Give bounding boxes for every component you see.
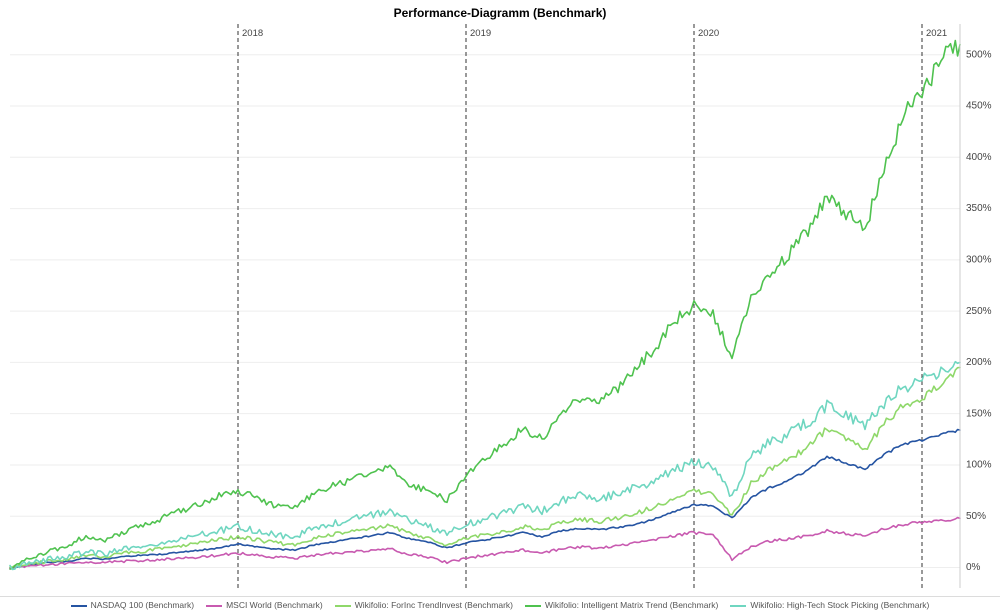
performance-chart: Performance-Diagramm (Benchmark) 0%50%10… [0, 0, 1000, 614]
series-line [10, 368, 960, 568]
x-year-label: 2018 [242, 28, 263, 39]
y-tick-label: 400% [966, 152, 992, 163]
y-tick-label: 150% [966, 408, 992, 419]
legend-swatch [525, 605, 541, 607]
legend-label: Wikifolio: ForInc TrendInvest (Benchmark… [355, 600, 513, 610]
series-line [10, 362, 960, 570]
legend-item: Wikifolio: ForInc TrendInvest (Benchmark… [335, 600, 513, 610]
y-tick-label: 250% [966, 306, 992, 317]
x-year-label: 2021 [926, 28, 947, 39]
legend-swatch [206, 605, 222, 607]
x-year-label: 2020 [698, 28, 719, 39]
y-tick-label: 300% [966, 254, 992, 265]
y-tick-label: 200% [966, 357, 992, 368]
legend-label: MSCI World (Benchmark) [226, 600, 323, 610]
y-tick-label: 50% [966, 511, 986, 522]
chart-legend: NASDAQ 100 (Benchmark) MSCI World (Benchm… [0, 596, 1000, 610]
legend-swatch [730, 605, 746, 607]
series-line [10, 41, 960, 570]
x-year-label: 2019 [470, 28, 491, 39]
chart-svg: 0% 50% 100% 150% 200% 250% 300% 350% 400% 450% 500… [0, 0, 1000, 614]
y-tick-label: 500% [966, 49, 992, 60]
legend-label: Wikifolio: Intelligent Matrix Trend (Ben… [545, 600, 718, 610]
y-tick-label: 0% [966, 562, 981, 573]
legend-label: NASDAQ 100 (Benchmark) [91, 600, 194, 610]
y-tick-label: 350% [966, 203, 992, 214]
series-line [10, 430, 960, 569]
legend-swatch [71, 605, 87, 607]
legend-item: Wikifolio: Intelligent Matrix Trend (Ben… [525, 600, 718, 610]
legend-item: MSCI World (Benchmark) [206, 600, 323, 610]
y-tick-label: 450% [966, 101, 992, 112]
series-line [10, 518, 960, 568]
legend-label: Wikifolio: High-Tech Stock Picking (Benc… [750, 600, 929, 610]
y-tick-label: 100% [966, 460, 992, 471]
legend-swatch [335, 605, 351, 607]
legend-item: NASDAQ 100 (Benchmark) [71, 600, 194, 610]
legend-item: Wikifolio: High-Tech Stock Picking (Benc… [730, 600, 929, 610]
